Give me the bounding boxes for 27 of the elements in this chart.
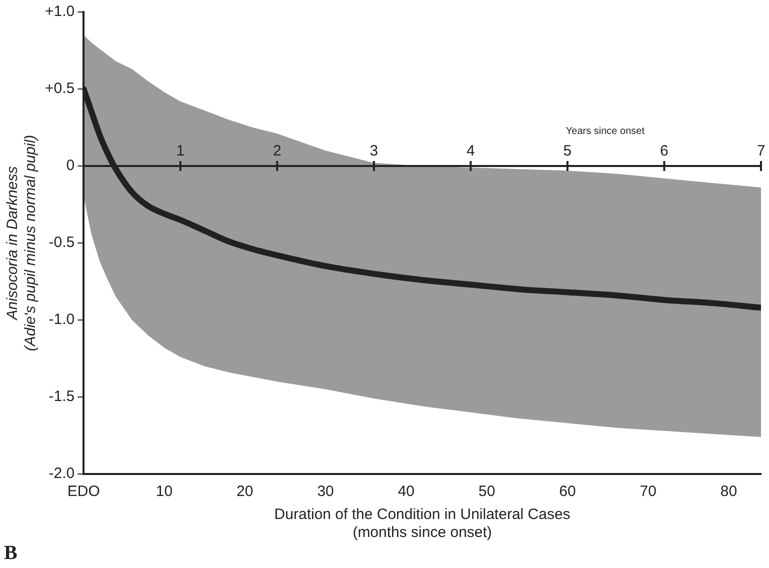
x2-tick-label: 7: [756, 142, 766, 160]
y-tick-label: -2.0: [48, 465, 75, 482]
y-tick-label: +1.0: [44, 3, 75, 20]
y-tick-label: 0: [66, 157, 75, 174]
x2-tick-label: 6: [660, 142, 668, 160]
x-tick-label: 30: [317, 483, 334, 500]
x-tick-label: 20: [236, 483, 254, 500]
x2-tick-label: 3: [370, 142, 378, 160]
x2-axis-title: Years since onset: [566, 126, 645, 137]
x2-tick-label: 5: [563, 142, 572, 160]
x2-tick-label: 2: [272, 142, 282, 160]
x-tick-label: 10: [156, 483, 173, 500]
x-axis-title: Duration of the Condition in Unilateral Cases (months since onset): [274, 506, 570, 542]
x-tick-label: 80: [720, 483, 738, 500]
x-tick-label: 40: [398, 483, 415, 500]
x2-tick-label: 4: [466, 142, 475, 160]
x-tick-label: EDO: [67, 483, 100, 500]
x-tick-label: 50: [478, 483, 496, 500]
x2-tick-label: 1: [176, 142, 185, 160]
y-tick-label: -1.0: [48, 311, 75, 328]
y-tick-label: -1.5: [48, 388, 75, 406]
y-tick-label: -0.5: [48, 234, 75, 252]
y-axis-title: Anisocoria in Darkness (Adie's pupil minus normal pupil): [4, 134, 40, 352]
text: B: [4, 542, 18, 565]
y-tick-label: +0.5: [44, 80, 75, 98]
x-tick-label: 60: [559, 483, 576, 500]
x-tick-label: 70: [640, 483, 656, 500]
